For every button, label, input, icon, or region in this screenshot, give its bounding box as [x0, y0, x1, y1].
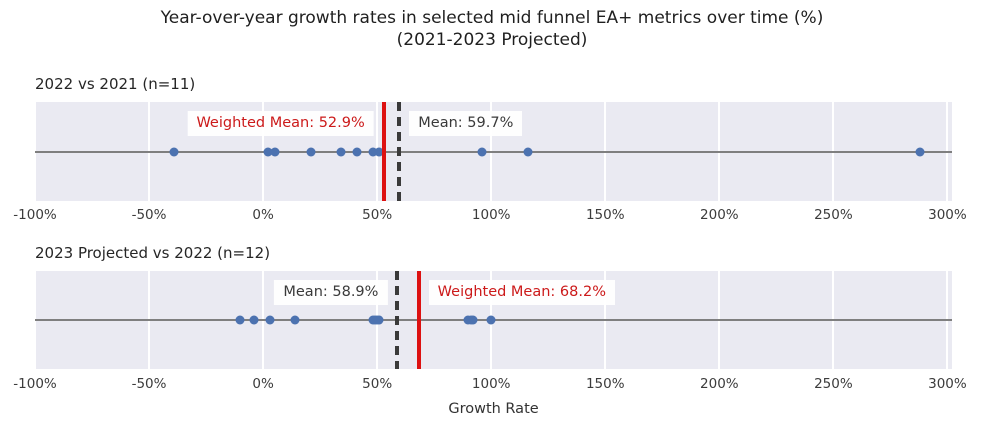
data-point	[263, 147, 273, 156]
data-point	[468, 315, 478, 325]
data-point	[169, 147, 179, 156]
x-tick-label: 0%	[252, 207, 274, 223]
x-tick-label: -50%	[131, 207, 167, 223]
x-tick-label: 200%	[700, 376, 739, 392]
chart-title-line2: (2021-2023 Projected)	[396, 30, 588, 50]
weighted-mean-line	[416, 271, 421, 369]
x-tick-label: 50%	[362, 207, 393, 223]
x-tick-label: 100%	[471, 376, 511, 392]
x-tick-label: 300%	[928, 376, 967, 392]
data-point	[368, 147, 378, 156]
subplot2-title: 2023 Projected vs 2022 (n=12)	[35, 244, 271, 262]
mean-annotation: Mean: 59.7%	[409, 111, 523, 136]
x-tick-label: 250%	[814, 376, 853, 392]
data-point	[486, 315, 496, 325]
subplot2-x-ticks: -100% -50% 0% 50% 100% 150% 200% 250% 300%	[13, 376, 966, 394]
x-tick-label: 150%	[585, 207, 625, 223]
data-point	[477, 147, 487, 156]
x-tick-label: 100%	[471, 207, 511, 223]
subplot1-plot-band: Weighted Mean: 52.9% Mean: 59.7%	[34, 102, 952, 201]
chart-title: Year-over-year growth rates in selected …	[0, 7, 984, 51]
data-point	[249, 315, 259, 325]
subplot1-x-ticks: -100% -50% 0% 50% 100% 150% 200% 250% 300%	[13, 207, 966, 225]
chart-title-line1: Year-over-year growth rates in selected …	[160, 8, 824, 28]
subplot2-plot-band: Weighted Mean: 68.2% Mean: 58.9%	[34, 271, 952, 369]
data-point	[290, 315, 300, 325]
data-point	[265, 315, 275, 325]
weighted-mean-annotation: Weighted Mean: 68.2%	[428, 280, 615, 305]
weighted-mean-annotation: Weighted Mean: 52.9%	[187, 111, 374, 136]
data-point	[374, 315, 384, 325]
data-point	[915, 147, 925, 156]
x-tick-label: 250%	[814, 207, 853, 223]
data-point	[336, 147, 346, 156]
data-point	[352, 147, 362, 156]
x-tick-label: 0%	[252, 376, 274, 392]
x-tick-label: 300%	[928, 207, 967, 223]
mean-line	[397, 102, 402, 201]
x-tick-label: 50%	[362, 376, 393, 392]
x-tick-label: -100%	[13, 376, 57, 392]
x-tick-label: 200%	[700, 207, 739, 223]
mean-line	[395, 271, 400, 369]
subplot1-title: 2022 vs 2021 (n=11)	[35, 75, 196, 93]
x-axis-label: Growth Rate	[448, 401, 539, 417]
x-tick-label: -100%	[13, 207, 57, 223]
data-point	[306, 147, 316, 156]
data-point	[374, 147, 384, 156]
data-point	[523, 147, 533, 156]
mean-annotation: Mean: 58.9%	[274, 280, 388, 305]
data-point	[235, 315, 245, 325]
data-point	[270, 147, 279, 156]
axis-center-line	[35, 150, 952, 153]
weighted-mean-line	[381, 102, 386, 201]
x-tick-label: 150%	[585, 376, 625, 392]
x-tick-label: -50%	[131, 376, 167, 392]
